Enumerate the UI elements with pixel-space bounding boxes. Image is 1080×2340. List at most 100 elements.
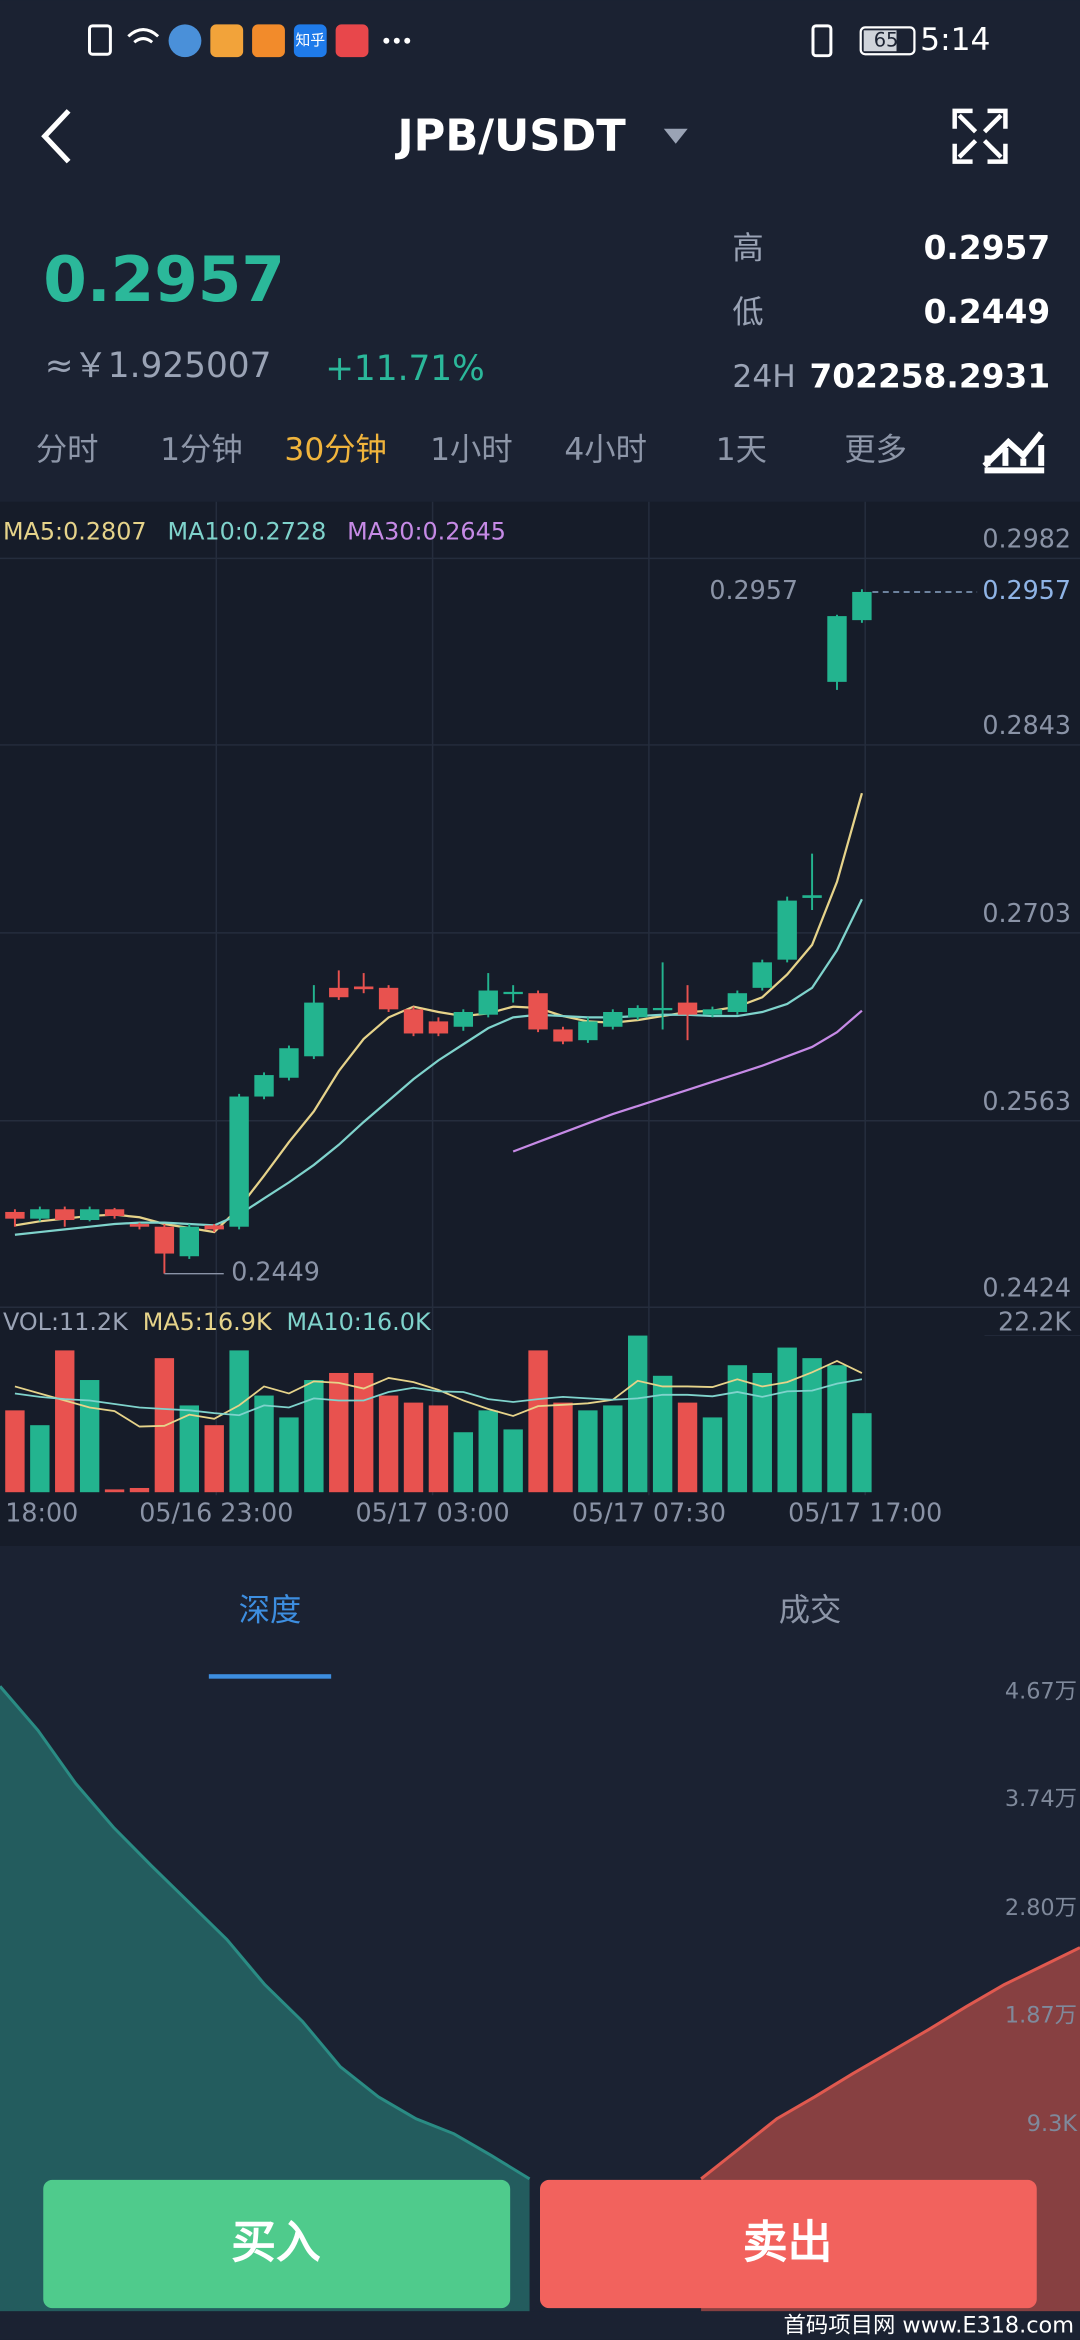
interval-tabs: 分时 1分钟 30分钟 1小时 4小时 1天 更多 (36, 432, 907, 468)
buy-button[interactable] (43, 2179, 511, 2309)
last-price-label: 0.2957 (709, 575, 798, 605)
stat-label: 低 (732, 295, 763, 331)
depth-tick-label: 2.80万 (1005, 1895, 1077, 1921)
candle-body (652, 1007, 673, 1011)
candle-body (154, 1226, 175, 1254)
depth-tab[interactable]: 深度 (239, 1593, 302, 1629)
last-price-axis-label: 0.2957 (982, 575, 1071, 605)
change: +11.71% (325, 349, 485, 389)
vibrate-icon (811, 24, 833, 58)
x-tick-label: 05/17 03:00 (356, 1498, 510, 1528)
depth-tick-label: 3.74万 (1005, 1786, 1077, 1812)
fullscreen-button[interactable] (952, 108, 1008, 164)
candle-body (603, 1011, 623, 1027)
candle-body (428, 1021, 449, 1034)
volume-bar (353, 1372, 374, 1493)
y-tick-label: 0.2563 (982, 1086, 1071, 1116)
volume-legend: MA10:16.0K (287, 1308, 432, 1336)
app-icon (168, 24, 202, 58)
stats: 高 0.2957 低 0.2449 24H 702258.2931 (732, 229, 1050, 395)
interval-tab[interactable]: 更多 (844, 432, 907, 468)
volume-legend: MA5:16.9K (143, 1308, 273, 1336)
candle-body (129, 1224, 150, 1227)
x-tick-label: 05/17 07:30 (572, 1498, 726, 1528)
volume-bar (852, 1413, 872, 1493)
x-tick-label: 05/16 23:00 (139, 1498, 293, 1528)
volume-legend: VOL:11.2K (3, 1308, 129, 1336)
dropdown-icon[interactable] (663, 128, 688, 144)
battery-text: 65 (874, 28, 899, 51)
interval-tab[interactable]: 分时 (36, 432, 99, 468)
pair-title[interactable]: JPB/USDT (395, 112, 627, 162)
sell-label[interactable]: 卖出 (743, 2216, 833, 2269)
clock: 5:14 (920, 22, 990, 58)
app-icon (252, 24, 285, 58)
cny-price: ≈￥1.925007 (45, 346, 272, 386)
low-marker-label: 0.2449 (231, 1257, 320, 1287)
indicator-button[interactable] (982, 431, 1045, 474)
x-tick-label: 18:00 (5, 1498, 78, 1528)
y-tick-label: 0.2703 (982, 898, 1071, 928)
depth-tabs: 深度 成交 (208, 1593, 842, 1679)
volume-bar (254, 1395, 274, 1493)
volume-bar (478, 1410, 498, 1493)
depth-tab[interactable]: 成交 (779, 1593, 842, 1629)
battery (859, 26, 916, 56)
volume-bar (503, 1429, 523, 1493)
back-button[interactable] (41, 109, 71, 164)
volume-bar (30, 1425, 50, 1493)
candle-body (677, 1002, 698, 1015)
volume-bar (179, 1405, 199, 1493)
depth-tick-label: 1.87万 (1005, 2002, 1077, 2028)
interval-tab[interactable]: 1分钟 (160, 432, 243, 468)
volume-bar (652, 1375, 673, 1493)
ma-legend: MA5:0.2807 (3, 518, 147, 546)
app-label: 知乎 (295, 31, 325, 49)
interval-tab[interactable]: 4小时 (564, 432, 647, 468)
bids-line (0, 1685, 531, 2181)
stat-value: 0.2957 (924, 229, 1051, 267)
y-tick-label: 0.2843 (982, 710, 1071, 740)
app-icon (335, 24, 369, 58)
candle-body (279, 1048, 299, 1078)
candle-body (553, 1029, 573, 1042)
watermark: 首码项目网 www.E318.com (784, 2313, 1075, 2339)
x-tick-label: 05/17 17:00 (788, 1498, 942, 1528)
icon (88, 24, 112, 56)
status-bar: 知乎 65 5:14 (88, 22, 990, 58)
volume-bar (304, 1380, 324, 1493)
volume-bar (802, 1358, 822, 1493)
interval-tab[interactable]: 30分钟 (284, 432, 386, 468)
sell-button[interactable] (540, 2179, 1037, 2309)
volume-bar (578, 1410, 598, 1493)
depth-tick-label: 9.3K (1027, 2111, 1079, 2137)
candle-body (827, 616, 847, 682)
candle-body (802, 895, 822, 898)
candle-body (55, 1209, 75, 1221)
candle-body (777, 900, 797, 960)
interval-tab[interactable]: 1天 (716, 432, 767, 468)
volume-bar (827, 1365, 847, 1493)
volume-bar (104, 1489, 125, 1493)
kline-chart: 0.2982 0.2843 0.2703 0.2563 0.2424 MA5:0.2807… (0, 501, 1080, 1528)
buy-label[interactable]: 买入 (231, 2216, 321, 2269)
volume-bar (5, 1410, 25, 1493)
volume-bar (403, 1402, 424, 1493)
wifi-icon (127, 28, 160, 44)
interval-tab[interactable]: 1小时 (430, 432, 513, 468)
candle-body (179, 1226, 199, 1257)
ma-line (14, 898, 863, 1236)
stat-label: 高 (732, 231, 763, 267)
volume-bar (279, 1417, 299, 1493)
app-icon (293, 24, 327, 58)
candle-body (104, 1209, 125, 1216)
ma-line (512, 1009, 863, 1153)
volume-tick-label: 22.2K (998, 1307, 1072, 1337)
candle-body (304, 1002, 324, 1057)
dot (383, 37, 390, 44)
volume-bar (129, 1487, 150, 1493)
depth-tick-label: 4.67万 (1005, 1679, 1077, 1705)
tab-indicator (208, 1674, 332, 1679)
ma-legend: MA10:0.2728 (167, 518, 326, 546)
